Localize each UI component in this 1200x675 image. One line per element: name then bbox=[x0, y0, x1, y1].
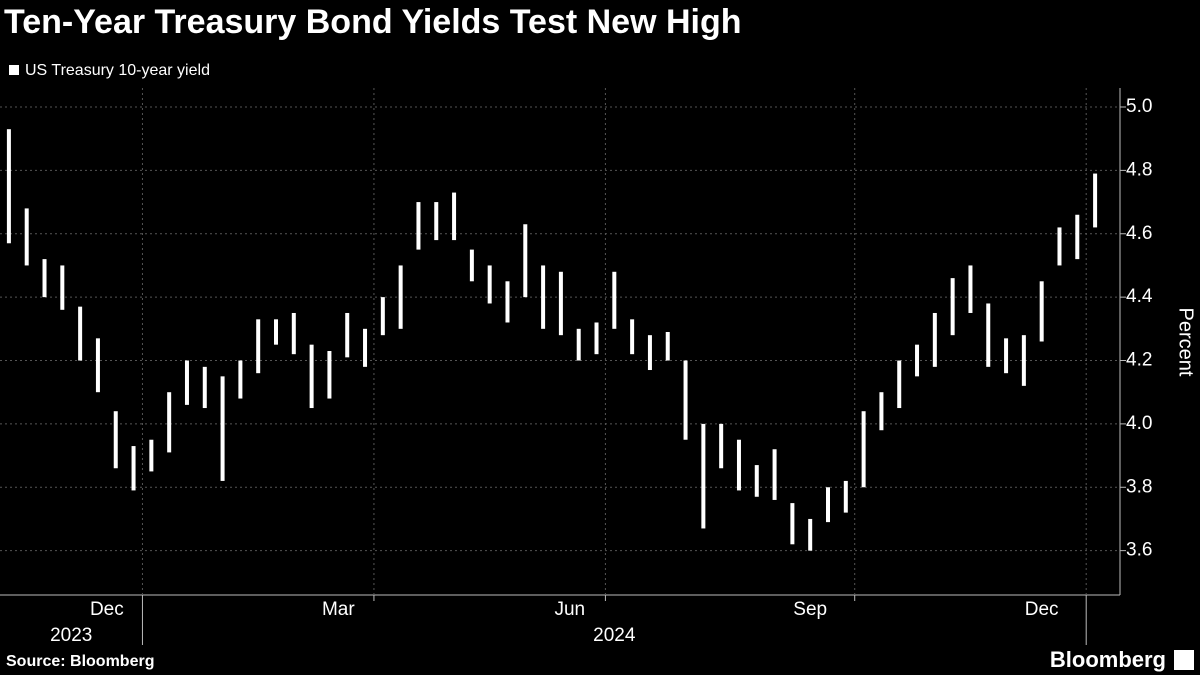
ohlc-bar bbox=[291, 312, 296, 355]
ohlc-bar bbox=[576, 328, 581, 361]
ohlc-bar bbox=[790, 503, 795, 545]
chart-title: Ten-Year Treasury Bond Yields Test New H… bbox=[4, 3, 742, 41]
ohlc-bar bbox=[1093, 173, 1098, 228]
ohlc-bar bbox=[630, 319, 635, 355]
ohlc-bar bbox=[274, 319, 278, 345]
ohlc-bar bbox=[826, 487, 830, 523]
x-year-label: 2024 bbox=[593, 625, 636, 646]
ohlc-bar bbox=[452, 192, 457, 241]
ohlc-bar bbox=[665, 331, 670, 361]
ohlc-bar bbox=[113, 411, 118, 469]
y-tick-label: 5.0 bbox=[1126, 96, 1152, 117]
brand: Bloomberg bbox=[1050, 647, 1166, 672]
ohlc-bar bbox=[42, 259, 47, 298]
ohlc-bar bbox=[1039, 281, 1044, 342]
y-tick-label: 4.2 bbox=[1126, 350, 1152, 371]
ohlc-bar bbox=[772, 449, 777, 500]
ohlc-bar bbox=[932, 312, 937, 367]
ohlc-bar bbox=[558, 271, 563, 336]
ohlc-bar bbox=[202, 366, 207, 409]
ohlc-bar bbox=[149, 439, 154, 472]
x-tick-label: Sep bbox=[793, 599, 827, 620]
ohlc-bar bbox=[736, 439, 741, 491]
y-tick-label: 4.6 bbox=[1126, 223, 1152, 244]
ohlc-bar bbox=[1057, 227, 1062, 266]
x-tick-label: Jun bbox=[554, 599, 585, 620]
ohlc-bar bbox=[309, 344, 314, 409]
ohlc-bar bbox=[220, 376, 225, 481]
x-tick-label: Dec bbox=[90, 599, 124, 620]
ohlc-bar bbox=[879, 392, 884, 431]
ohlc-bar bbox=[345, 312, 350, 358]
ohlc-bar bbox=[683, 360, 688, 440]
y-tick-label: 4.4 bbox=[1126, 286, 1153, 307]
ohlc-bar bbox=[808, 518, 813, 551]
legend-swatch bbox=[9, 65, 19, 75]
x-tick-label: Dec bbox=[1025, 599, 1059, 620]
ohlc-bar bbox=[327, 351, 332, 399]
brand-icon bbox=[1174, 650, 1194, 670]
ohlc-bar bbox=[238, 360, 243, 399]
ohlc-bar bbox=[1021, 335, 1026, 386]
ohlc-bar bbox=[24, 208, 29, 266]
ohlc-bar bbox=[398, 265, 403, 329]
ohlc-bar bbox=[754, 465, 759, 497]
ohlc-bar bbox=[612, 271, 617, 329]
ohlc-bar bbox=[6, 129, 11, 244]
ohlc-bar bbox=[60, 265, 65, 310]
ohlc-bar bbox=[915, 344, 920, 377]
x-tick-label: Mar bbox=[322, 599, 355, 620]
ohlc-bar bbox=[95, 338, 100, 393]
ohlc-bar bbox=[968, 265, 973, 313]
ohlc-bar bbox=[184, 360, 189, 405]
y-tick-label: 3.6 bbox=[1126, 540, 1152, 561]
ohlc-bar bbox=[469, 249, 474, 282]
ohlc-bar bbox=[986, 303, 991, 367]
y-tick-label: 3.8 bbox=[1126, 476, 1152, 497]
ohlc-bar bbox=[950, 278, 955, 336]
ohlc-bar bbox=[1004, 338, 1009, 374]
ohlc-bar bbox=[523, 224, 528, 298]
ohlc-bar bbox=[78, 306, 83, 361]
ohlc-bar bbox=[1075, 214, 1080, 260]
ohlc-bar bbox=[594, 322, 599, 355]
ohlc-bar bbox=[434, 202, 439, 241]
y-tick-label: 4.0 bbox=[1126, 413, 1152, 434]
y-tick-label: 4.8 bbox=[1126, 159, 1152, 180]
ohlc-bar bbox=[843, 480, 848, 513]
ohlc-bar bbox=[416, 202, 421, 250]
ohlc-bar bbox=[363, 328, 368, 367]
ohlc-bar bbox=[487, 265, 492, 304]
x-year-label: 2023 bbox=[50, 625, 92, 646]
ohlc-bar bbox=[131, 446, 136, 491]
ohlc-bar bbox=[861, 411, 866, 488]
ohlc-bar bbox=[541, 265, 546, 329]
ohlc-bar bbox=[167, 392, 172, 453]
ohlc-bar bbox=[505, 281, 510, 323]
ohlc-bar bbox=[256, 319, 261, 374]
source: Source: Bloomberg bbox=[6, 653, 154, 670]
ohlc-bar bbox=[647, 335, 652, 371]
legend-label: US Treasury 10-year yield bbox=[25, 62, 210, 79]
ohlc-bar bbox=[701, 423, 706, 529]
ohlc-bar bbox=[719, 423, 724, 469]
ohlc-bar bbox=[897, 360, 902, 409]
ohlc-bar bbox=[380, 297, 385, 336]
y-axis-label: Percent bbox=[1175, 308, 1197, 377]
